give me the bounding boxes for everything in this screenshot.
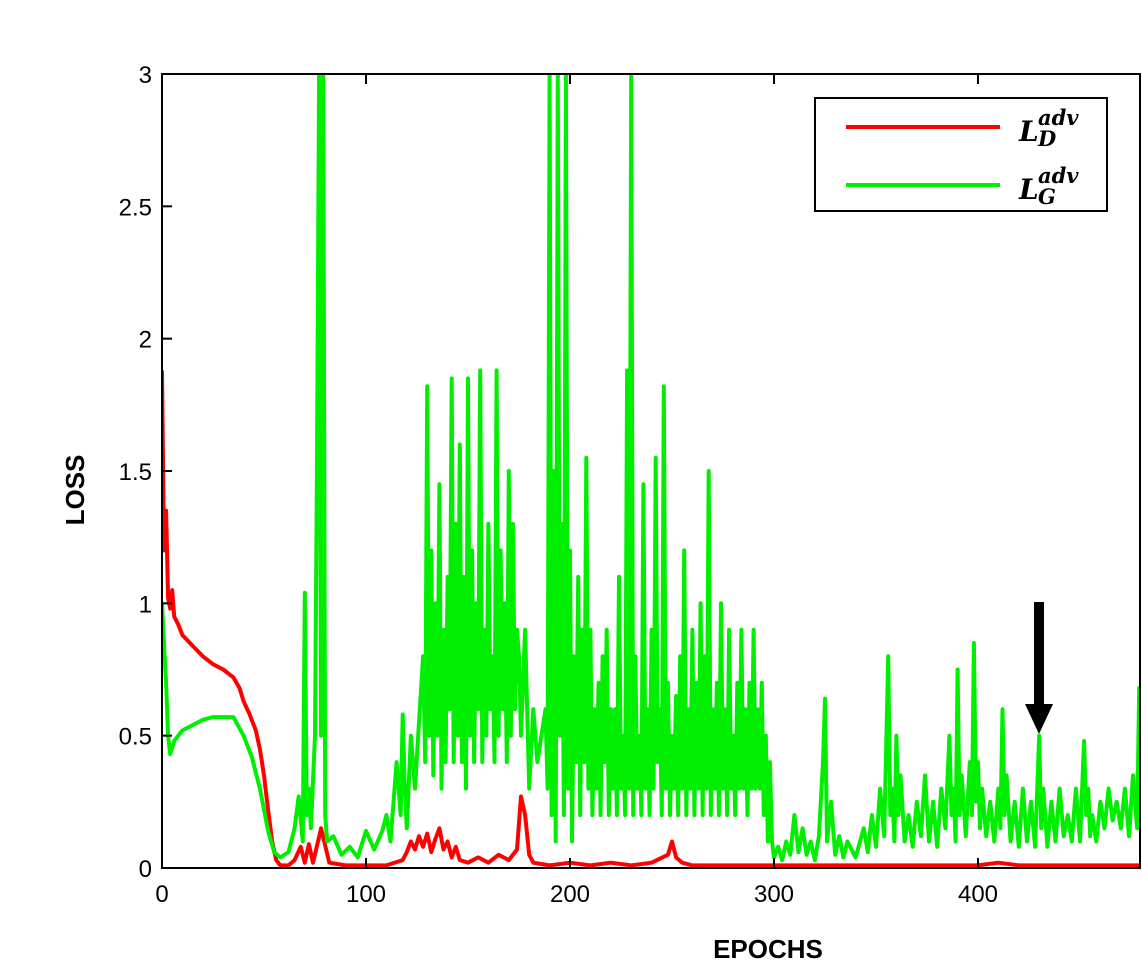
y-tick-label: 0.5 [119,724,152,751]
y-tick-label: 3 [139,62,152,89]
y-tick-label: 2.5 [119,194,152,221]
y-axis-label: LOSS [60,455,90,526]
y-axis-ticks: 0 0.5 1 1.5 2 2.5 3 [119,62,172,883]
x-tick-label: 200 [550,881,590,908]
legend-label: Ladv G [1018,163,1079,209]
x-axis-label: EPOCHS [713,934,823,964]
x-tick-label: 300 [754,881,794,908]
series-line-discriminator [162,370,1140,868]
x-tick-label: 100 [346,881,386,908]
legend: Ladv D Ladv G [814,97,1108,212]
y-tick-label: 1 [139,591,152,618]
series-layer [162,74,1140,868]
legend-box [814,97,1108,212]
x-tick-label: 0 [155,881,168,908]
annotation-arrow [1025,602,1053,734]
legend-label: Ladv D [1018,105,1079,151]
x-tick-label: 400 [958,881,998,908]
x-axis-ticks: 0 100 200 300 400 [155,74,998,908]
y-tick-label: 0 [139,856,152,883]
y-tick-label: 2 [139,327,152,354]
y-tick-label: 1.5 [119,459,152,486]
series-line-generator [162,74,1140,863]
